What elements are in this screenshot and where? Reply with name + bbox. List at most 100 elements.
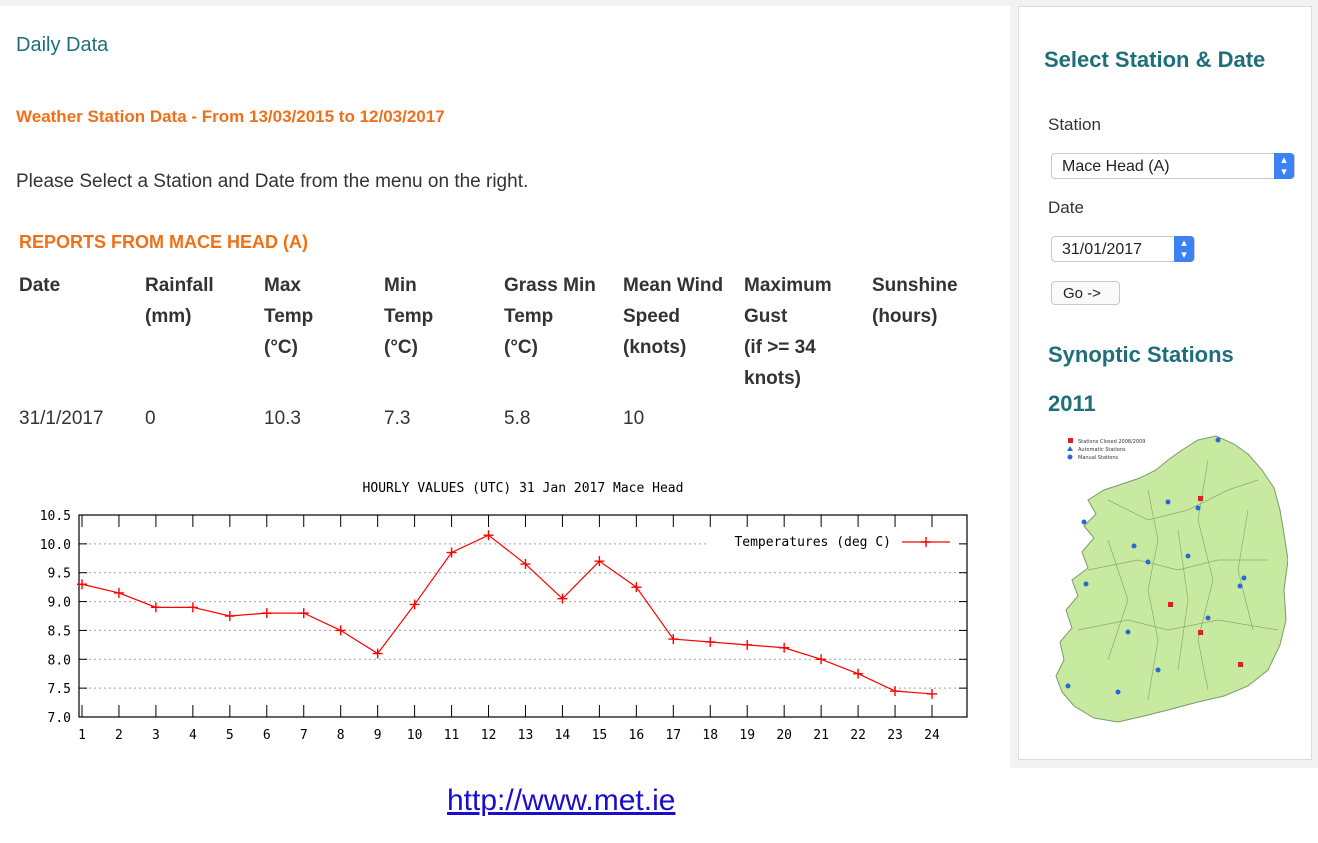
daily-report-table: Date Rainfall (mm) Max Temp (°C) Min Temp (°C…: [11, 268, 980, 430]
data-point: [113, 587, 124, 598]
data-point: [668, 634, 679, 645]
y-tick-label: 8.0: [48, 653, 71, 668]
x-tick-label: 11: [444, 728, 460, 743]
go-button[interactable]: Go ->: [1051, 281, 1120, 305]
column-header-date: Date: [19, 275, 61, 296]
cell-min-temp: 7.3: [384, 408, 411, 429]
y-tick-label: 10.0: [40, 538, 71, 553]
legend-automatic-stations: Automatic Stations: [1078, 447, 1126, 453]
date-select[interactable]: 31/01/2017 ▴ ▾: [1051, 236, 1195, 262]
hourly-temperature-chart: HOURLY VALUES (UTC) 31 Jan 2017 Mace Hea…: [0, 481, 1000, 770]
main-content: Daily Data Weather Station Data - From 1…: [0, 34, 1000, 770]
legend-manual-stations: Manual Stations: [1078, 455, 1119, 461]
data-point: [594, 556, 605, 567]
data-range-title: Weather Station Data - From 13/03/2015 t…: [16, 107, 445, 126]
data-point: [631, 582, 642, 593]
column-header-max-gust: Maximum Gust (if >= 34 knots): [744, 275, 832, 389]
sidebar-title: Select Station & Date: [1044, 47, 1266, 72]
data-point: [557, 593, 568, 604]
data-point: [927, 688, 937, 699]
data-point: [409, 599, 420, 610]
select-arrows-icon: ▴ ▾: [1274, 153, 1294, 179]
cell-grass-min-temp: 5.8: [504, 408, 531, 429]
x-tick-label: 4: [189, 728, 197, 743]
x-tick-label: 19: [739, 728, 755, 743]
plot-frame: [78, 514, 968, 718]
closed-station-marker: [1068, 438, 1073, 443]
data-point: [742, 639, 753, 650]
data-point: [705, 636, 716, 647]
cell-max-gust: [736, 396, 864, 430]
x-tick-label: 20: [776, 728, 792, 743]
data-point: [335, 625, 346, 636]
x-tick-label: 10: [407, 728, 423, 743]
data-point: [150, 602, 161, 613]
data-point: [890, 686, 901, 697]
chart-title: HOURLY VALUES (UTC) 31 Jan 2017 Mace Hea…: [363, 481, 684, 496]
x-tick-label: 16: [629, 728, 645, 743]
x-tick-label: 1: [78, 728, 86, 743]
x-tick-label: 8: [337, 728, 345, 743]
data-point: [483, 530, 494, 541]
data-point: [446, 547, 457, 558]
reports-title: REPORTS FROM MACE HEAD (A): [19, 232, 308, 252]
legend-marker: [921, 537, 931, 547]
cell-rainfall: 0: [145, 408, 156, 429]
x-tick-label: 23: [887, 728, 903, 743]
data-point: [187, 602, 198, 613]
series-line: [81, 534, 933, 695]
column-header-sunshine: Sunshine (hours): [872, 275, 958, 327]
legend-closed-stations: Stations Closed 2008/2009: [1078, 439, 1146, 445]
data-point: [372, 648, 383, 659]
legend-label: Temperatures (deg C): [734, 535, 891, 550]
data-point: [224, 611, 235, 621]
met-ie-link[interactable]: http://www.met.ie: [447, 784, 676, 817]
synoptic-stations-map: Stations Closed 2008/2009 Automatic Stat…: [1048, 430, 1288, 725]
column-header-grass-min-temp: Grass Min Temp (°C): [504, 275, 596, 358]
cell-sunshine: [864, 396, 980, 430]
y-tick-label: 10.5: [40, 509, 71, 524]
x-tick-label: 2: [115, 728, 123, 743]
automatic-station-marker: [1067, 446, 1073, 451]
station-select[interactable]: Mace Head (A) ▴ ▾: [1051, 153, 1295, 179]
column-header-min-temp: Min Temp (°C): [384, 275, 434, 358]
x-tick-label: 14: [555, 728, 571, 743]
x-tick-label: 21: [813, 728, 829, 743]
legend-background: [706, 532, 958, 550]
y-tick-label: 7.5: [48, 682, 71, 697]
ireland-landmass: [1055, 435, 1288, 723]
x-tick-label: 18: [702, 728, 718, 743]
column-header-rainfall: Rainfall (mm): [145, 275, 214, 327]
top-bar: [0, 0, 1318, 6]
y-tick-label: 8.5: [48, 624, 71, 639]
map-legend: Stations Closed 2008/2009 Automatic Stat…: [1067, 438, 1146, 461]
x-tick-label: 13: [518, 728, 534, 743]
x-tick-label: 24: [924, 728, 940, 743]
station-select-value: Mace Head (A): [1062, 158, 1170, 175]
data-point: [779, 642, 790, 653]
data-point: [298, 608, 309, 619]
x-tick-label: 22: [850, 728, 866, 743]
station-markers: [1065, 437, 1247, 695]
x-tick-label: 17: [665, 728, 681, 743]
x-tick-label: 3: [152, 728, 160, 743]
x-tick-label: 9: [374, 728, 382, 743]
data-point: [261, 608, 272, 619]
x-tick-label: 15: [592, 728, 608, 743]
date-label: Date: [1048, 198, 1084, 217]
x-tick-label: 5: [226, 728, 234, 743]
data-point: [77, 579, 87, 590]
data-point: [853, 668, 864, 679]
column-header-mean-wind: Mean Wind Speed (knots): [623, 275, 724, 358]
manual-station-marker: [1067, 454, 1073, 460]
page-heading: Daily Data: [16, 34, 109, 56]
cell-mean-wind: 10: [623, 408, 645, 429]
synoptic-stations-year: 2011: [1048, 391, 1096, 416]
station-label: Station: [1048, 115, 1101, 134]
county-borders: [1077, 459, 1279, 701]
y-tick-label: 9.0: [48, 596, 71, 611]
table-row: 31/1/2017 0 10.3 7.3 5.8 10: [11, 396, 980, 430]
select-arrows-icon: ▴ ▾: [1174, 236, 1194, 262]
y-tick-label: 7.0: [48, 711, 71, 726]
date-select-value: 31/01/2017: [1062, 241, 1143, 258]
